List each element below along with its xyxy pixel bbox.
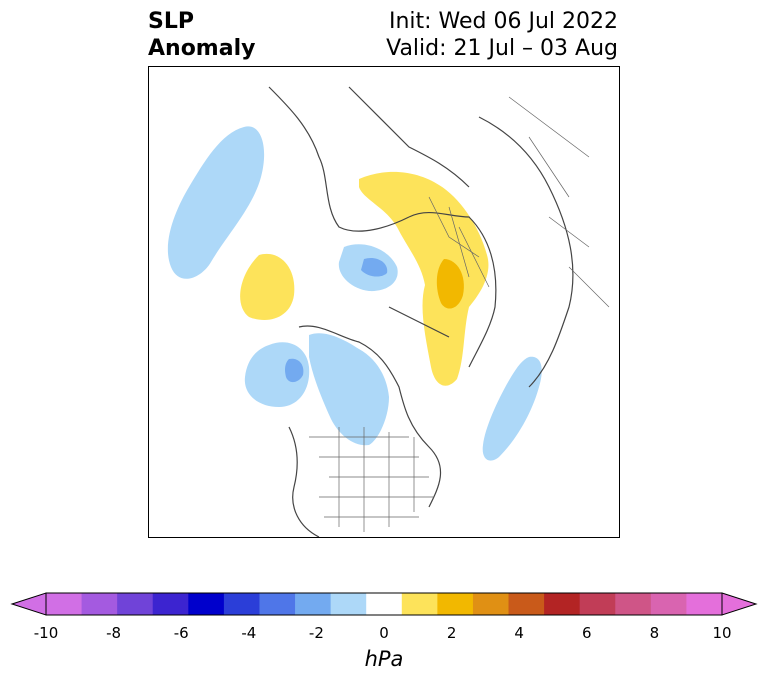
colorbar-segment — [223, 593, 260, 615]
colorbar — [10, 592, 758, 616]
colorbar-segment — [81, 593, 118, 615]
colorbar-segment — [188, 593, 225, 615]
colorbar-tick-label: -4 — [241, 624, 257, 642]
colorbar-segment — [330, 593, 367, 615]
colorbar-segment — [615, 593, 652, 615]
colorbar-segment — [437, 593, 474, 615]
blue-anomaly-north-atlantic — [482, 356, 542, 461]
colorbar-segment — [295, 593, 332, 615]
colorbar-segment — [366, 593, 403, 615]
title-line-2: Anomaly — [148, 36, 256, 61]
yellow-anomaly-core — [436, 259, 464, 309]
colorbar-segment — [508, 593, 545, 615]
blue-anomaly-siberia-core — [361, 257, 388, 277]
colorbar-segment — [650, 593, 687, 615]
colorbar-segment — [259, 593, 296, 615]
colorbar-segment — [544, 593, 581, 615]
colorbar-tick-label: 4 — [514, 624, 524, 642]
colorbar-units: hPa — [364, 647, 404, 671]
title-left: SLP Anomaly — [148, 8, 255, 62]
colorbar-segment — [579, 593, 616, 615]
colorbar-tick-label: 0 — [379, 624, 389, 642]
colorbar-tick-label: 6 — [582, 624, 592, 642]
title-right: Init: Wed 06 Jul 2022 Valid: 21 Jul – 03… — [386, 8, 618, 62]
colorbar-tick-label: -6 — [173, 624, 189, 642]
colorbar-tick-label: 10 — [712, 624, 732, 642]
colorbar-tick-label: 8 — [649, 624, 660, 642]
colorbar-segment — [117, 593, 154, 615]
init-date: Init: Wed 06 Jul 2022 — [388, 9, 618, 34]
colorbar-segment — [686, 593, 723, 615]
colorbar-segment — [401, 593, 438, 615]
blue-anomaly-canada — [309, 333, 389, 446]
colorbar-frame — [45, 592, 723, 616]
map-canvas — [167, 86, 610, 537]
title-line-1: SLP — [148, 9, 194, 34]
coastlines — [268, 86, 574, 537]
colorbar-arrow-left — [10, 592, 47, 616]
colorbar-arrow-right — [721, 592, 758, 616]
colorbar-tick-label: 2 — [446, 624, 457, 642]
colorbar-segment — [152, 593, 189, 615]
blue-anomaly-north-pacific-west — [167, 126, 265, 279]
blue-anomaly-gulf-alaska-core — [285, 358, 304, 383]
yellow-anomaly-east-siberia — [240, 253, 295, 321]
colorbar-segment — [472, 593, 510, 615]
map-panel — [148, 66, 620, 538]
colorbar-tick-label: -8 — [106, 624, 122, 642]
colorbar-tick-label: -2 — [308, 624, 324, 642]
borders — [309, 96, 610, 532]
colorbar-tick-label: -10 — [33, 624, 59, 642]
valid-range: Valid: 21 Jul – 03 Aug — [386, 36, 618, 61]
yellow-anomaly-scandinavia-russia — [359, 171, 489, 386]
blue-anomaly-gulf-alaska — [244, 342, 310, 407]
colorbar-segment — [46, 593, 83, 615]
